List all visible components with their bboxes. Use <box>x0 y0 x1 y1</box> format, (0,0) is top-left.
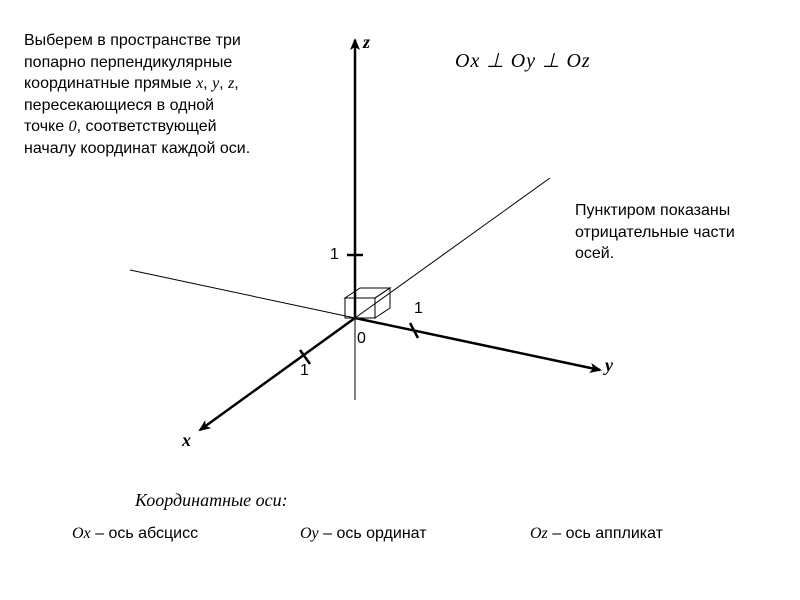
neg-x-axis <box>355 178 550 318</box>
coordinate-system-diagram: Выберем в пространстве три попарно перпе… <box>0 0 800 600</box>
tick-label-z: 1 <box>330 246 339 264</box>
oy-italic: Oy <box>300 525 319 542</box>
tick-label-y: 1 <box>414 300 423 318</box>
x-axis <box>200 318 355 430</box>
neg-y-axis <box>130 270 355 318</box>
y-axis-label: y <box>605 355 613 376</box>
oz-italic: Oz <box>530 525 548 542</box>
y-axis <box>355 318 600 370</box>
tick-label-x: 1 <box>300 362 309 380</box>
origin-label: 0 <box>357 330 366 348</box>
oy-description: Oy – ось ординат <box>300 525 427 543</box>
oy-text: – ось ординат <box>319 525 427 542</box>
ox-description: Ox – ось абсцисс <box>72 525 198 543</box>
oz-description: Oz – ось аппликат <box>530 525 663 543</box>
unit-cube-side <box>375 288 390 318</box>
x-axis-label: x <box>182 430 191 451</box>
axes-heading: Координатные оси: <box>135 490 288 511</box>
axes-svg <box>0 0 800 600</box>
oz-text: – ось аппликат <box>548 525 663 542</box>
z-axis-label: z <box>363 32 370 53</box>
ox-italic: Ox <box>72 525 91 542</box>
ox-text: – ось абсцисс <box>91 525 198 542</box>
